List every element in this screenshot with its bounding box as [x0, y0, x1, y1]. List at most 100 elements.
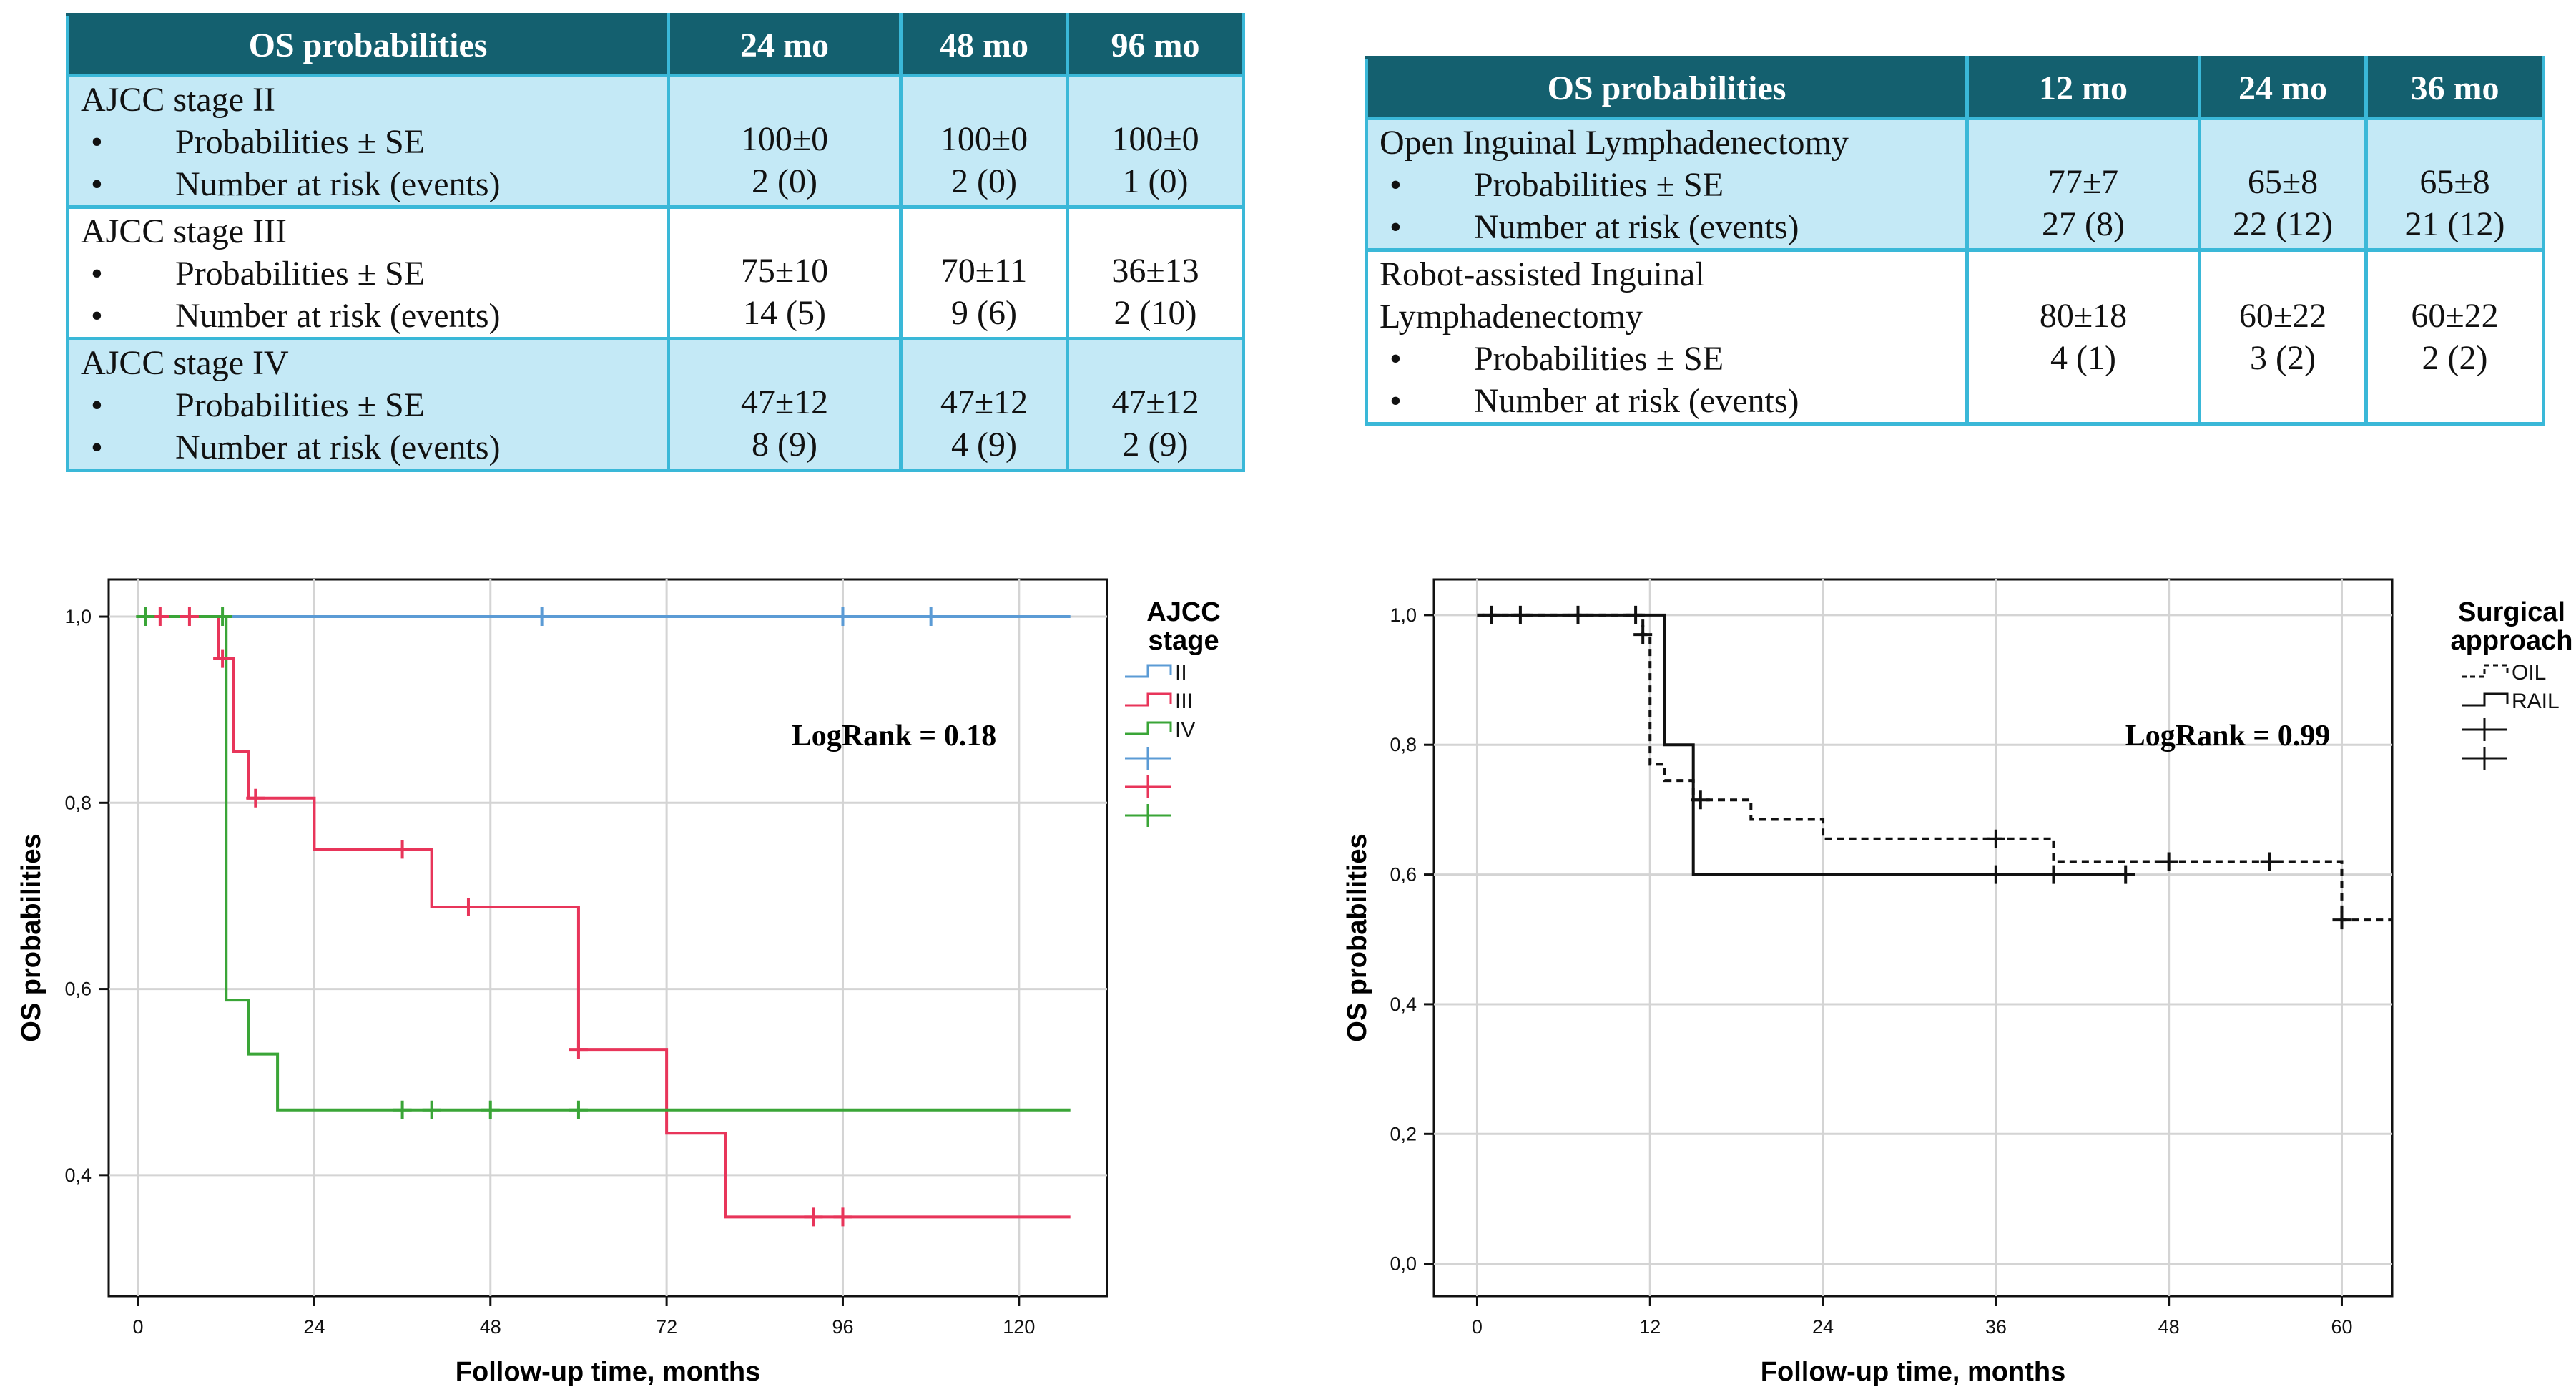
- risk-value: 8 (9): [752, 426, 817, 464]
- censor-mark-oil: [1986, 829, 2005, 848]
- bullet-probabilities: Probabilities ± SE: [81, 253, 655, 295]
- prob-value: 70±11: [940, 252, 1028, 290]
- censor-mark-iv: [481, 1100, 500, 1119]
- header-col-96: 96 mo: [1066, 13, 1245, 76]
- y-tick-label: 1,0: [64, 606, 92, 627]
- prob-value: 47±12: [740, 383, 829, 421]
- y-tick-label: 0,0: [1390, 1253, 1417, 1275]
- censor-mark-iii: [246, 788, 265, 808]
- logrank-annotation: LogRank = 0.99: [2125, 720, 2331, 753]
- axis-ticks: 0 24 48 72 96 120 0,4 0,6 0,8 1,0: [64, 606, 1035, 1338]
- bullet-number-at-risk: Number at risk (events): [81, 426, 655, 469]
- table-row: AJCC stage II Probabilities ± SE Number …: [66, 74, 1245, 209]
- risk-value: 2 (10): [1114, 294, 1197, 332]
- value-cell: 47±12 8 (9): [667, 337, 903, 472]
- table-header-row: OS probabilities 12 mo 24 mo 36 mo: [1365, 56, 2545, 119]
- censor-mark-iv: [422, 1100, 441, 1119]
- value-cell: 100±0 1 (0): [1066, 74, 1245, 209]
- risk-value: 22 (12): [2233, 205, 2333, 243]
- legend: Surgical approach OIL RAIL: [2450, 597, 2573, 770]
- legend-label-ii: II: [1175, 661, 1187, 685]
- row-label-cell: AJCC stage II Probabilities ± SE Number …: [66, 74, 670, 209]
- value-cell: 77±7 27 (8): [1965, 117, 2201, 252]
- censor-mark-iii: [804, 1207, 823, 1227]
- x-tick-label: 0: [1472, 1316, 1483, 1338]
- plot-frame: [1432, 578, 2394, 1298]
- row-label-cell: AJCC stage IV Probabilities ± SE Number …: [66, 337, 670, 472]
- row-label: AJCC stage IV: [81, 344, 289, 382]
- plot-frame: [107, 578, 1108, 1298]
- x-tick-label: 60: [2331, 1316, 2352, 1338]
- x-axis-label: Follow-up time, months: [1761, 1357, 2065, 1387]
- bullet-number-at-risk: Number at risk (events): [81, 295, 655, 337]
- legend-title-line1: Surgical: [2458, 597, 2565, 627]
- series-line-oil: [1477, 613, 2392, 922]
- y-tick-label: 0,4: [64, 1165, 92, 1186]
- value-cell: 47±12 4 (9): [899, 337, 1069, 472]
- bullet-number-at-risk: Number at risk (events): [81, 163, 655, 205]
- x-tick-label: 24: [1812, 1316, 1834, 1338]
- censor-mark-oil: [1510, 605, 1530, 624]
- censor-mark-iii: [393, 840, 412, 859]
- header-col-24: 24 mo: [667, 13, 903, 76]
- legend-title-line2: stage: [1148, 626, 1219, 656]
- header-col-48: 48 mo: [899, 13, 1069, 76]
- x-tick-label: 120: [1003, 1316, 1035, 1338]
- censor-mark-oil: [1626, 605, 1646, 624]
- censor-mark-iv: [569, 1100, 588, 1119]
- censor-mark-iv: [136, 607, 155, 627]
- header-label: OS probabilities: [66, 13, 670, 76]
- censor-mark-oil: [1568, 605, 1588, 624]
- value-cell: 100±0 2 (0): [899, 74, 1069, 209]
- header-label: OS probabilities: [1365, 56, 1969, 119]
- bullet-number-at-risk: Number at risk (events): [1380, 206, 1954, 248]
- header-col-24: 24 mo: [2198, 56, 2368, 119]
- header-col-36: 36 mo: [2364, 56, 2545, 119]
- y-tick-label: 0,6: [1390, 864, 1417, 886]
- y-tick-label: 0,2: [1390, 1123, 1417, 1145]
- value-cell: 60±22 3 (2): [2198, 248, 2368, 426]
- censor-marks: [1482, 605, 2351, 930]
- censor-mark-oil: [2159, 852, 2178, 871]
- risk-value: 2 (9): [1122, 426, 1189, 464]
- censor-mark-oil: [1691, 790, 1710, 810]
- censor-mark-iii: [180, 607, 199, 627]
- bullet-number-at-risk: Number at risk (events): [1380, 380, 1954, 422]
- censor-mark-ii: [532, 607, 551, 627]
- y-tick-label: 0,6: [64, 979, 92, 1000]
- prob-value: 100±0: [1111, 120, 1199, 158]
- y-tick-label: 0,8: [1390, 734, 1417, 755]
- row-label-cont: Lymphadenectomy: [1380, 298, 1643, 335]
- censor-mark-iv: [393, 1100, 412, 1119]
- censor-mark-ii: [921, 607, 940, 627]
- value-cell: 65±8 22 (12): [2198, 117, 2368, 252]
- prob-value: 65±8: [2419, 163, 2490, 201]
- censor-mark-rail: [2044, 865, 2063, 884]
- table-row: AJCC stage III Probabilities ± SE Number…: [66, 205, 1245, 340]
- prob-value: 77±7: [2047, 163, 2119, 201]
- censor-mark-rail: [2116, 865, 2135, 884]
- risk-value: 4 (9): [951, 426, 1017, 464]
- x-tick-label: 0: [133, 1316, 144, 1338]
- y-tick-label: 1,0: [1390, 604, 1417, 626]
- legend-swatch-oil: [2462, 664, 2509, 678]
- prob-value: 47±12: [1111, 383, 1199, 421]
- x-tick-label: 96: [832, 1316, 853, 1338]
- value-cell: 47±12 2 (9): [1066, 337, 1245, 472]
- table-header-row: OS probabilities 24 mo 48 mo 96 mo: [66, 13, 1245, 76]
- row-label-cell: Robot-assisted Inguinal Lymphadenectomy …: [1365, 248, 1969, 426]
- table-row: Open Inguinal Lymphadenectomy Probabilit…: [1365, 117, 2545, 252]
- risk-value: 4 (1): [2050, 339, 2116, 377]
- risk-value: 2 (2): [2422, 339, 2488, 377]
- prob-value: 80±18: [2039, 297, 2128, 335]
- x-tick-label: 36: [1985, 1316, 2007, 1338]
- value-cell: 65±8 21 (12): [2364, 117, 2545, 252]
- censor-mark-iii: [458, 898, 478, 917]
- prob-value: 65±8: [2247, 163, 2319, 201]
- risk-value: 2 (0): [752, 162, 817, 200]
- x-axis-label: Follow-up time, months: [456, 1357, 760, 1387]
- bullet-probabilities: Probabilities ± SE: [1380, 164, 1954, 206]
- risk-value: 14 (5): [743, 294, 826, 332]
- value-cell: 60±22 2 (2): [2364, 248, 2545, 426]
